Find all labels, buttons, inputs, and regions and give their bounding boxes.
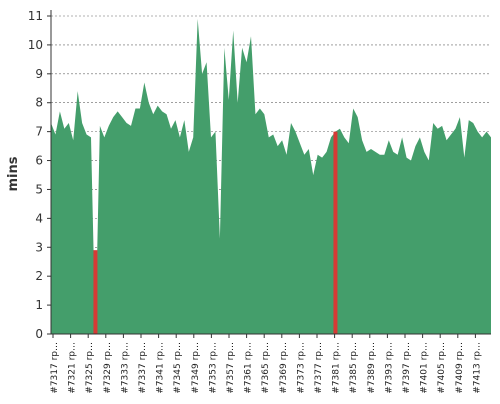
y-tick-label: 2	[35, 269, 43, 283]
y-tick-label: 3	[35, 240, 43, 254]
x-tick-label: #7321 rp…	[68, 342, 78, 394]
x-tick-label: #7345 rp…	[173, 342, 183, 394]
x-tick-label: #7393 rp…	[384, 342, 394, 394]
x-tick-labels: #7317 rp… #7321 rp… #7325 rp… #7329 rp… #733…	[50, 334, 482, 394]
x-tick-label: #7341 rp…	[156, 342, 166, 394]
x-tick-label: #7349 rp…	[191, 342, 201, 394]
x-tick-label: #7377 rp…	[314, 342, 324, 394]
x-tick-label: #7389 rp…	[367, 342, 377, 394]
x-tick-label: #7401 rp…	[420, 342, 430, 394]
highlight-bars	[93, 131, 338, 334]
x-tick-label: #7405 rp…	[437, 342, 447, 394]
y-tick-label: 4	[35, 211, 43, 225]
x-tick-label: #7373 rp…	[296, 342, 306, 394]
y-tick-label: 1	[35, 298, 43, 312]
x-tick-label: #7317 rp…	[50, 342, 60, 394]
x-tick-label: #7381 rp…	[332, 342, 342, 394]
x-tick-label: #7325 rp…	[85, 342, 95, 394]
y-tick-labels: 0 1 2 3 4 5 6 7 8 9 10 11	[28, 9, 51, 341]
y-tick-label: 10	[28, 38, 43, 52]
x-tick-label: #7365 rp…	[261, 342, 271, 394]
area-series	[51, 18, 491, 334]
y-tick-label: 11	[28, 9, 43, 23]
y-tick-label: 8	[35, 96, 43, 110]
x-tick-label: #7337 rp…	[138, 342, 148, 394]
x-tick-label: #7357 rp…	[226, 342, 236, 394]
y-axis-label: mins	[6, 156, 21, 191]
x-tick-label: #7385 rp…	[349, 342, 359, 394]
y-tick-label: 7	[35, 125, 43, 139]
axes	[50, 10, 491, 335]
x-tick-label: #7369 rp…	[279, 342, 289, 394]
x-tick-label: #7413 rp…	[472, 342, 482, 394]
y-tick-label: 5	[35, 182, 43, 196]
area-fill	[51, 18, 491, 334]
highlight-bar	[333, 131, 338, 334]
y-tick-label: 0	[35, 327, 43, 341]
x-tick-label: #7333 rp…	[120, 342, 130, 394]
x-tick-label: #7397 rp…	[402, 342, 412, 394]
y-tick-label: 6	[35, 154, 43, 168]
x-tick-label: #7329 rp…	[103, 342, 113, 394]
x-tick-label: #7361 rp…	[244, 342, 254, 394]
highlight-bar	[93, 250, 98, 334]
y-tick-label: 9	[35, 67, 43, 81]
x-tick-label: #7409 rp…	[455, 342, 465, 394]
x-tick-label: #7353 rp…	[208, 342, 218, 394]
